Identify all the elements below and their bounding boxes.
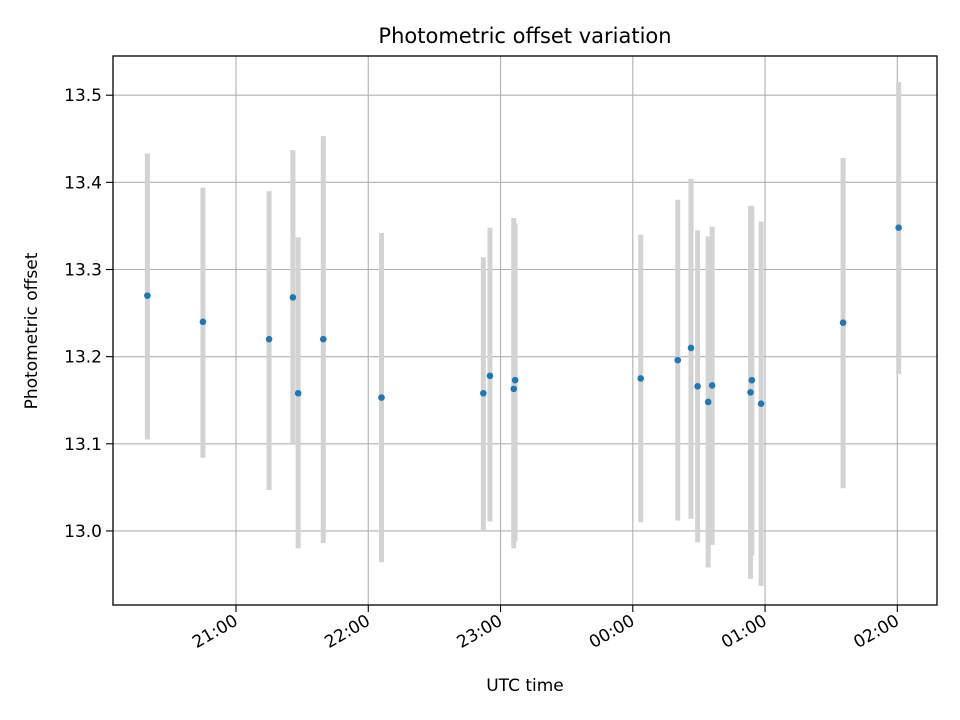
data-point — [757, 400, 765, 408]
x-axis-title: UTC time — [486, 676, 564, 696]
data-point — [199, 318, 207, 326]
data-point — [895, 224, 902, 231]
data-points — [144, 224, 902, 408]
data-point — [378, 394, 385, 401]
data-point — [687, 344, 695, 352]
y-tick-label: 13.2 — [64, 348, 102, 368]
y-axis-title: Photometric offset — [22, 252, 42, 409]
data-point — [839, 319, 847, 326]
data-point — [748, 376, 756, 384]
data-point — [708, 382, 716, 389]
data-point — [704, 398, 712, 406]
data-point — [480, 389, 487, 397]
data-point — [694, 382, 701, 390]
data-point — [637, 375, 645, 382]
data-point — [265, 335, 273, 343]
data-point — [289, 294, 297, 301]
plot-frame — [112, 55, 938, 606]
y-tick-label: 13.3 — [64, 261, 102, 281]
data-point — [674, 356, 682, 364]
y-tick-label: 13.4 — [64, 173, 102, 193]
data-point — [294, 389, 302, 397]
y-axis-ticks: 13.0 13.1 13.2 13.3 13.4 13.5 — [64, 86, 113, 542]
data-point — [144, 292, 151, 299]
data-point — [486, 372, 494, 380]
data-point — [747, 389, 754, 396]
data-point — [511, 376, 519, 384]
chart-title: Photometric offset variation — [378, 24, 671, 48]
data-point — [510, 385, 518, 393]
y-tick-label: 13.0 — [64, 522, 102, 542]
y-tick-label: 13.5 — [64, 86, 102, 106]
y-tick-label: 13.1 — [64, 435, 102, 455]
data-point — [319, 335, 327, 343]
